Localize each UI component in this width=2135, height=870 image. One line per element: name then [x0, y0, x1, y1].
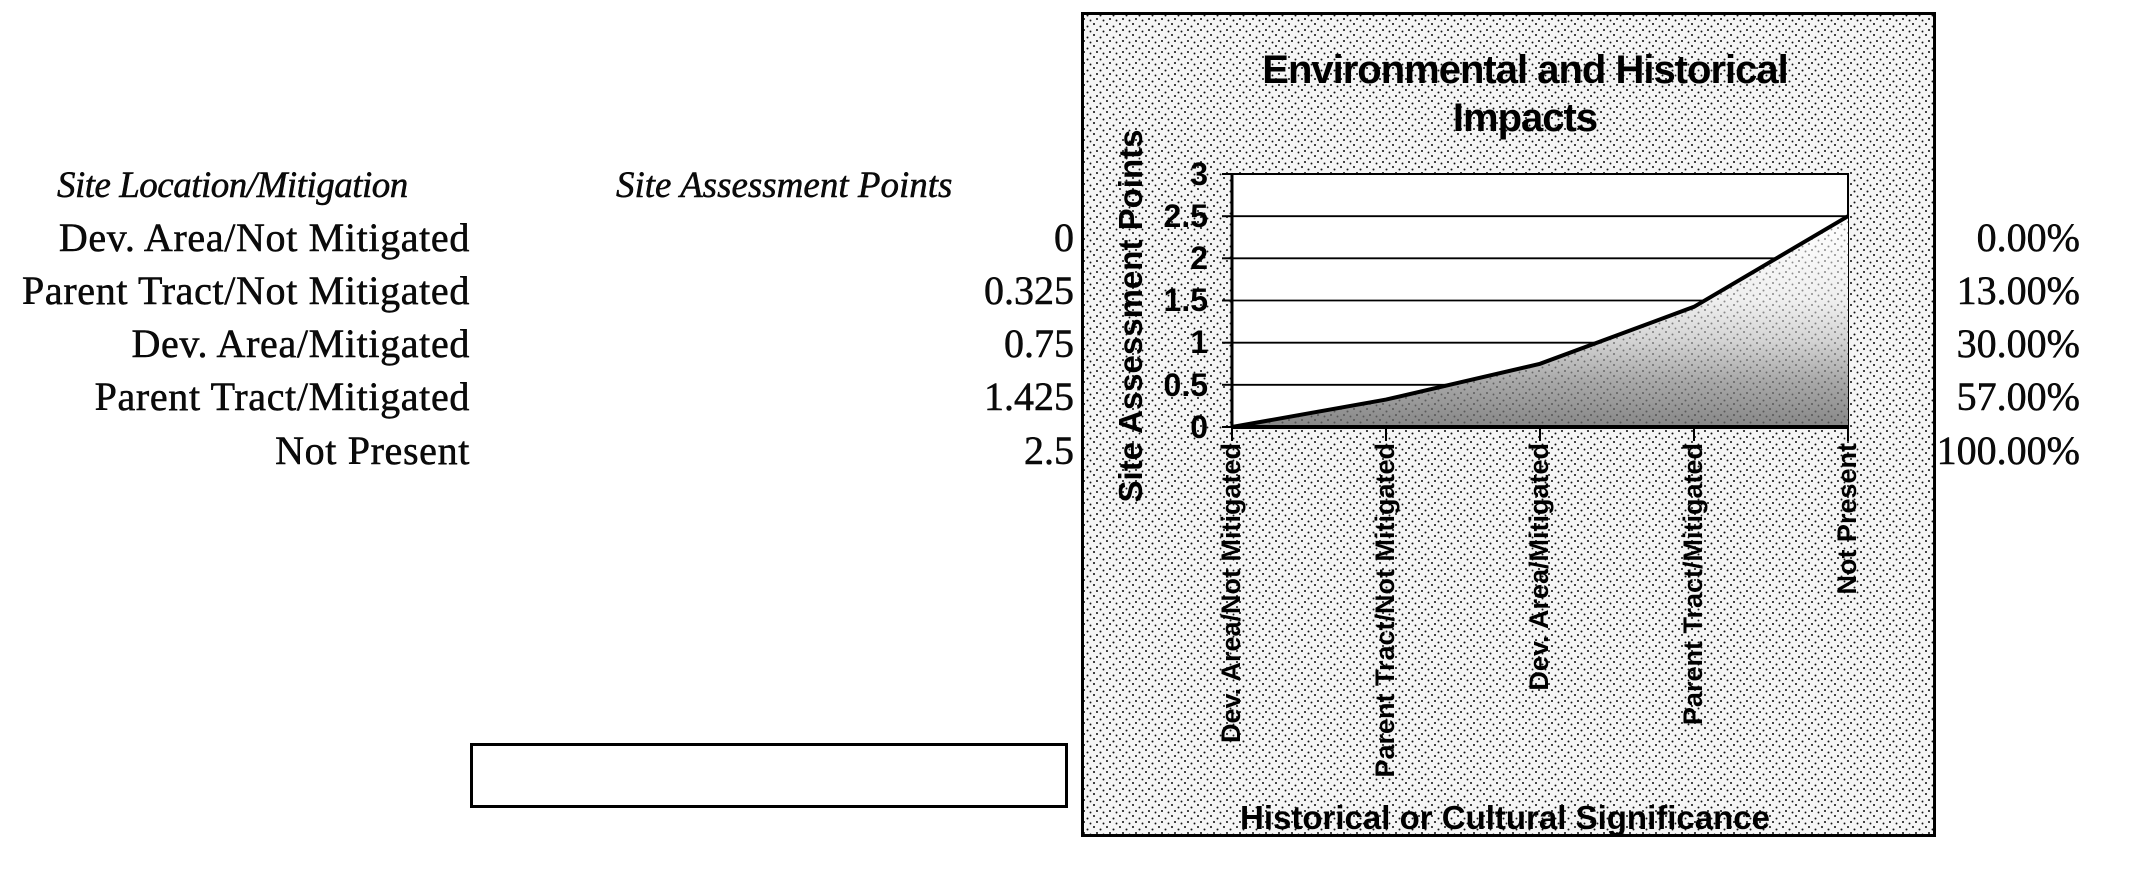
- svg-text:3: 3: [1190, 156, 1208, 192]
- svg-text:Dev. Area/Not Mitigated: Dev. Area/Not Mitigated: [1216, 443, 1246, 743]
- svg-text:0: 0: [1190, 409, 1208, 445]
- svg-text:Dev. Area/Mitigated: Dev. Area/Mitigated: [1524, 443, 1554, 691]
- svg-text:Not Present: Not Present: [1832, 443, 1862, 595]
- svg-text:2: 2: [1190, 240, 1208, 276]
- svg-text:0.5: 0.5: [1164, 367, 1208, 403]
- svg-text:Historical or Cultural Signifi: Historical or Cultural Significance: [1240, 799, 1770, 836]
- svg-text:2.5: 2.5: [1164, 198, 1208, 234]
- svg-text:1: 1: [1190, 324, 1208, 360]
- svg-text:Site Assessment Points: Site Assessment Points: [1112, 130, 1149, 503]
- svg-text:Parent Tract/Mitigated: Parent Tract/Mitigated: [1678, 443, 1708, 725]
- svg-text:Impacts: Impacts: [1453, 96, 1597, 140]
- svg-text:1.5: 1.5: [1164, 282, 1208, 318]
- svg-text:Environmental and Historical: Environmental and Historical: [1262, 48, 1787, 92]
- svg-text:Parent Tract/Not Mitigated: Parent Tract/Not Mitigated: [1370, 443, 1400, 778]
